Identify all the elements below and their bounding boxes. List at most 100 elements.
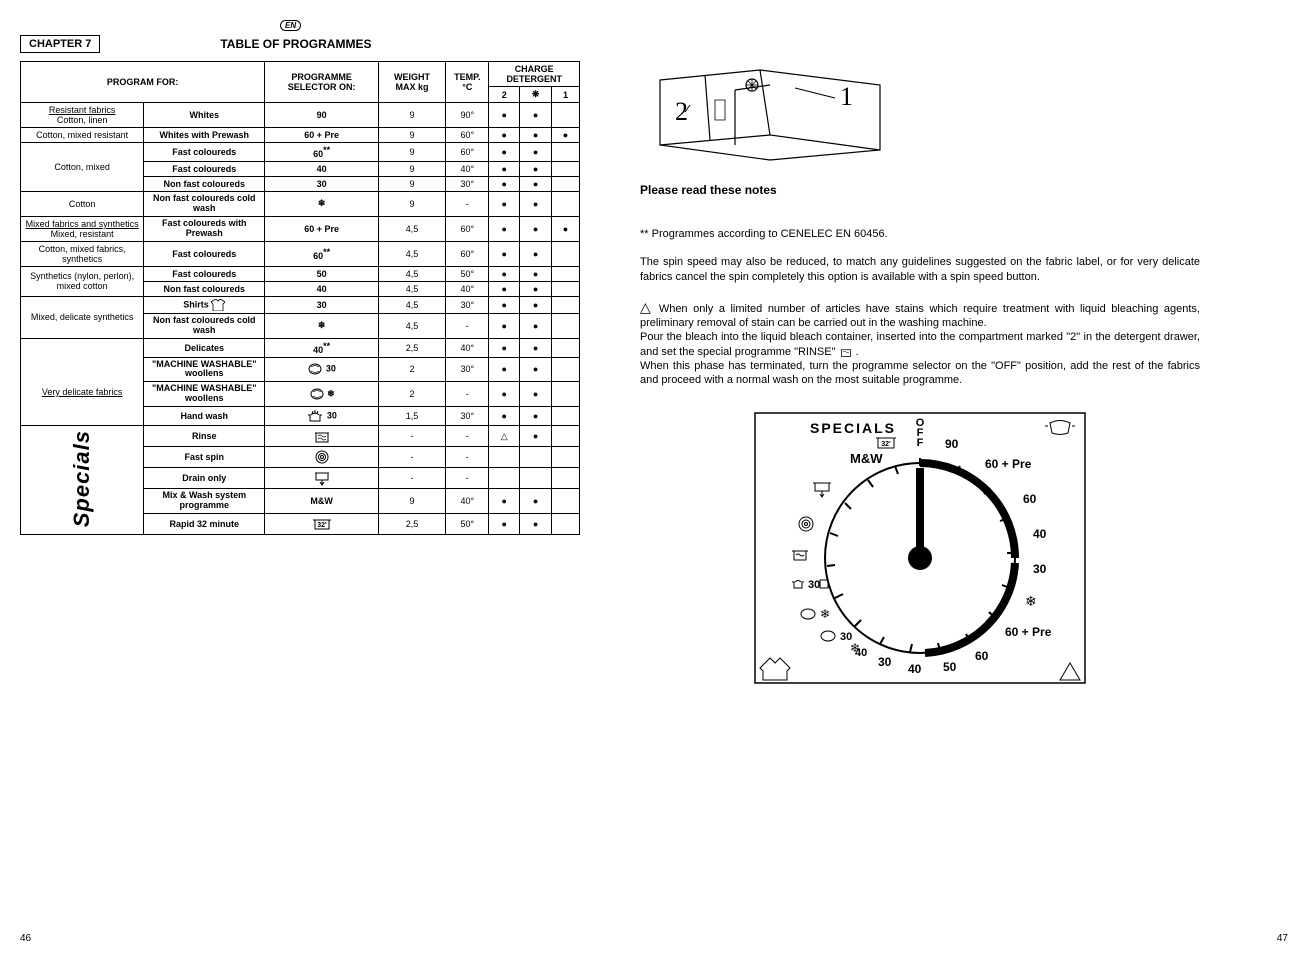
row-desc: "MACHINE WASHABLE" woollens: [144, 382, 265, 407]
dial-pos: 30: [808, 579, 820, 591]
row-temp: 60°: [446, 216, 489, 241]
cat-resistant: Resistant fabricsCotton, linen: [21, 103, 144, 128]
cat-mixed: Mixed fabrics and syntheticsMixed, resis…: [21, 216, 144, 241]
det-empty: [552, 143, 580, 162]
row-selector: 30: [265, 177, 379, 192]
det-dot: ●: [520, 128, 552, 143]
det-dot: ●: [520, 216, 552, 241]
sel-star: **: [323, 247, 330, 257]
row-selector: 40: [265, 162, 379, 177]
row-selector-snow: ❄: [265, 313, 379, 338]
row-selector: [265, 447, 379, 468]
dial-mw: M&W: [850, 451, 883, 466]
row-selector: 40**: [265, 338, 379, 357]
cat-cotton-mixed-res: Cotton, mixed resistant: [21, 128, 144, 143]
note-cenelec: ** Programmes according to CENELEC EN 60…: [640, 227, 1200, 241]
row-selector: 30: [265, 296, 379, 313]
dial-pos: 40: [1033, 527, 1047, 541]
row-desc: "MACHINE WASHABLE" woollens: [144, 357, 265, 382]
row-temp: -: [446, 382, 489, 407]
shirts-text: Shirts: [183, 299, 209, 309]
det-empty: [552, 281, 580, 296]
det-empty: [552, 296, 580, 313]
det-dot: ●: [520, 313, 552, 338]
row-temp: 40°: [446, 489, 489, 514]
det-empty: [552, 177, 580, 192]
det-dot: ●: [520, 513, 552, 534]
rapid32-icon: 32': [311, 516, 333, 532]
row-weight: 9: [378, 162, 445, 177]
det-dot: ●: [520, 177, 552, 192]
cat-specials: Specials: [21, 426, 144, 535]
det-dot: ●: [489, 407, 520, 426]
drain-icon: [313, 470, 331, 486]
row-weight: 4,5: [378, 296, 445, 313]
hdr-selector: PROGRAMME SELECTOR ON:: [265, 62, 379, 103]
det-dot: ●: [489, 216, 520, 241]
row-temp: 30°: [446, 296, 489, 313]
row-desc: Fast coloureds: [144, 266, 265, 281]
row-desc: Non fast coloureds: [144, 281, 265, 296]
det-empty: [552, 382, 580, 407]
det-dot: ●: [489, 296, 520, 313]
row-selector: 30: [265, 407, 379, 426]
left-page: EN CHAPTER 7 TABLE OF PROGRAMMES PROGRAM…: [20, 20, 580, 688]
row-weight: 1,5: [378, 407, 445, 426]
cat-delicate-u: Very delicate fabrics: [42, 387, 123, 397]
det-empty: [552, 103, 580, 128]
hdr-c1: 1: [552, 87, 580, 103]
dial-box-icon: [820, 580, 828, 588]
note3a: When only a limited number of articles h…: [640, 303, 1200, 329]
drain-icon: [813, 483, 831, 497]
det-empty: [552, 338, 580, 357]
row-desc: Drain only: [144, 468, 265, 489]
row-selector: 90: [265, 103, 379, 128]
row-weight: 9: [378, 177, 445, 192]
hdr-c2: 2: [489, 87, 520, 103]
sel-num: 30: [327, 411, 337, 421]
dial-pos: 30: [1033, 562, 1047, 576]
cat-delicate: Very delicate fabrics: [21, 338, 144, 426]
shirt-icon: [211, 299, 225, 311]
row-weight: 4,5: [378, 313, 445, 338]
row-selector: 40: [265, 281, 379, 296]
cat-mixed-r3: Synthetics (nylon, perlon), mixed cotton: [21, 266, 144, 296]
det-dot: ●: [520, 357, 552, 382]
wool-icon: [801, 609, 815, 619]
sel-num: 60: [313, 149, 323, 159]
row-selector: ❄: [265, 382, 379, 407]
row-temp: 60°: [446, 241, 489, 266]
det-dot: ●: [489, 281, 520, 296]
row-desc: Fast coloureds: [144, 241, 265, 266]
row-weight: 4,5: [378, 216, 445, 241]
det-dot: ●: [489, 382, 520, 407]
row-weight: 2: [378, 382, 445, 407]
row-desc: Non fast coloureds: [144, 177, 265, 192]
specials-label: Specials: [69, 430, 95, 527]
row-weight: 4,5: [378, 281, 445, 296]
note-bleach: △ When only a limited number of articles…: [640, 298, 1200, 388]
rinse-icon: [313, 428, 331, 444]
row-desc: Non fast coloureds cold wash: [144, 313, 265, 338]
det-dot: ●: [552, 128, 580, 143]
dial-pos-snow: ❄: [1025, 593, 1037, 609]
cat-mixed-u: Mixed fabrics and synthetics: [26, 219, 139, 229]
sel-num: 60: [313, 251, 323, 261]
det-empty: [552, 357, 580, 382]
det-dot: ●: [489, 192, 520, 217]
spin-icon: [799, 517, 813, 531]
det-empty: [520, 468, 552, 489]
det-dot: ●: [489, 103, 520, 128]
row-weight: 2: [378, 357, 445, 382]
cat-resistant-u: Resistant fabrics: [49, 105, 116, 115]
row-temp: 40°: [446, 281, 489, 296]
dial-pos: 60 + Pre: [985, 457, 1032, 471]
det-dot: ●: [520, 143, 552, 162]
chapter-label: CHAPTER 7: [20, 35, 100, 53]
det-triangle: △: [489, 426, 520, 447]
dial-pos-snow: ❄: [820, 607, 830, 621]
row-desc: Rapid 32 minute: [144, 513, 265, 534]
det-dot: ●: [520, 382, 552, 407]
row-weight: -: [378, 447, 445, 468]
row-weight: 9: [378, 489, 445, 514]
